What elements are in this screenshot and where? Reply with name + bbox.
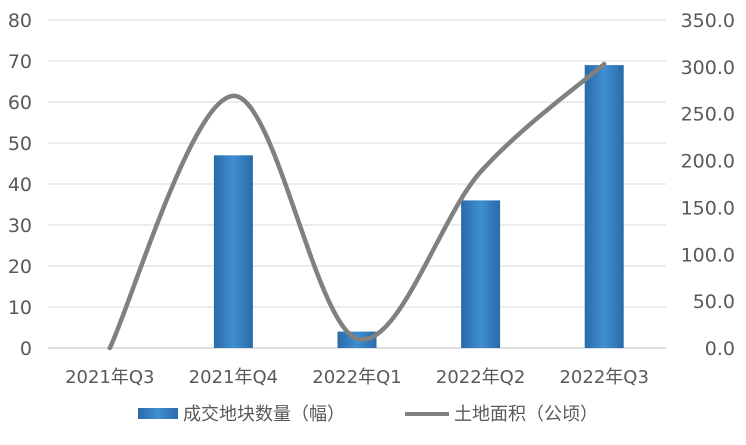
- right-y-tick-label: 0.0: [705, 338, 735, 360]
- legend-bar-label: 成交地块数量（幅）: [183, 404, 345, 425]
- left-y-tick-label: 80: [8, 10, 32, 32]
- left-y-tick-label: 60: [8, 92, 32, 114]
- right-y-tick-label: 200.0: [681, 151, 735, 173]
- line-series: [107, 61, 607, 351]
- right-y-tick-label: 350.0: [681, 10, 735, 32]
- left-y-axis: 0 10 20 30 40 50 60 70 80: [8, 10, 32, 360]
- category-tick-label: 2021年Q3: [65, 367, 154, 388]
- category-axis: 2021年Q3 2021年Q4 2022年Q1 2022年Q2 2022年Q3: [65, 367, 649, 388]
- left-y-tick-label: 0: [20, 338, 32, 360]
- right-y-tick-label: 300.0: [681, 57, 735, 79]
- legend-line-label: 土地面积（公顷）: [454, 404, 598, 425]
- category-tick-label: 2021年Q4: [189, 367, 278, 388]
- category-tick-label: 2022年Q1: [312, 367, 401, 388]
- left-y-tick-label: 70: [8, 51, 32, 73]
- bar: [213, 155, 253, 348]
- left-y-tick-label: 20: [8, 256, 32, 278]
- bar: [584, 65, 624, 348]
- category-tick-label: 2022年Q3: [559, 367, 648, 388]
- right-y-axis: 0.0 50.0 100.0 150.0 200.0 250.0 300.0 350.0: [681, 10, 735, 360]
- left-y-tick-label: 10: [8, 297, 32, 319]
- left-y-tick-label: 30: [8, 215, 32, 237]
- left-y-tick-label: 40: [8, 174, 32, 196]
- legend-bar-swatch: [138, 408, 178, 419]
- bar-series: [213, 65, 624, 348]
- left-y-tick-label: 50: [8, 133, 32, 155]
- bar: [461, 200, 501, 348]
- right-y-tick-label: 100.0: [681, 244, 735, 266]
- right-y-tick-label: 250.0: [681, 104, 735, 126]
- legend: 成交地块数量（幅） 土地面积（公顷）: [138, 404, 598, 425]
- right-y-tick-label: 50.0: [693, 291, 735, 313]
- right-y-tick-label: 150.0: [681, 197, 735, 219]
- gridlines: [48, 19, 666, 349]
- area-line: [107, 61, 607, 351]
- category-tick-label: 2022年Q2: [436, 367, 525, 388]
